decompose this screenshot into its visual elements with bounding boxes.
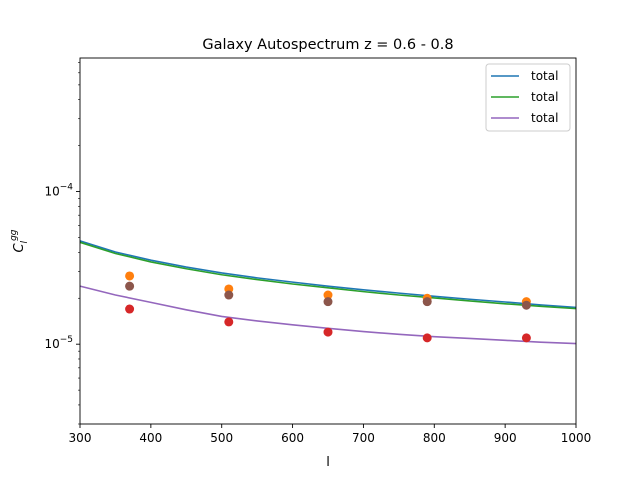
y-tick-label: 10−5 (44, 335, 73, 351)
legend: total total total (485, 63, 571, 132)
x-axis: 300 400 500 600 700 800 900 1000 (69, 424, 592, 445)
data-point-s5-3 (323, 297, 333, 307)
x-tick-label: 400 (139, 431, 162, 445)
legend-label-1: total (531, 69, 558, 83)
data-point-s6-3 (323, 327, 333, 337)
chart-title: Galaxy Autospectrum z = 0.6 - 0.8 (202, 37, 453, 53)
points-layer (125, 271, 531, 343)
x-tick-label: 800 (423, 431, 446, 445)
legend-box (485, 63, 571, 132)
legend-label-2: total (531, 90, 558, 104)
x-tick-label: 700 (352, 431, 375, 445)
data-point-s6-4 (422, 333, 432, 343)
x-tick-label: 1000 (561, 431, 592, 445)
plot-frame (79, 57, 577, 425)
x-tick-label: 300 (69, 431, 92, 445)
series-line-2 (79, 241, 577, 310)
data-point-s5-2 (224, 290, 234, 300)
y-axis: 10−4 10−5 (44, 62, 80, 425)
legend-label-3: total (531, 111, 558, 125)
data-point-s6-2 (224, 317, 234, 327)
x-tick-label: 600 (281, 431, 304, 445)
data-point-s6-5 (521, 333, 531, 343)
y-tick-label: 10−4 (44, 183, 73, 199)
x-axis-label: l (326, 455, 330, 470)
x-tick-label: 500 (210, 431, 233, 445)
data-point-s5-4 (422, 297, 432, 307)
series-line-1 (79, 240, 577, 309)
y-axis-label: Clgg (9, 229, 30, 252)
data-point-s6-1 (125, 304, 135, 314)
data-point-s5-1 (125, 281, 135, 291)
data-point-s4-3 (323, 290, 333, 300)
data-point-s5-5 (521, 300, 531, 310)
data-point-s4-1 (125, 271, 135, 281)
x-tick-label: 900 (494, 431, 517, 445)
